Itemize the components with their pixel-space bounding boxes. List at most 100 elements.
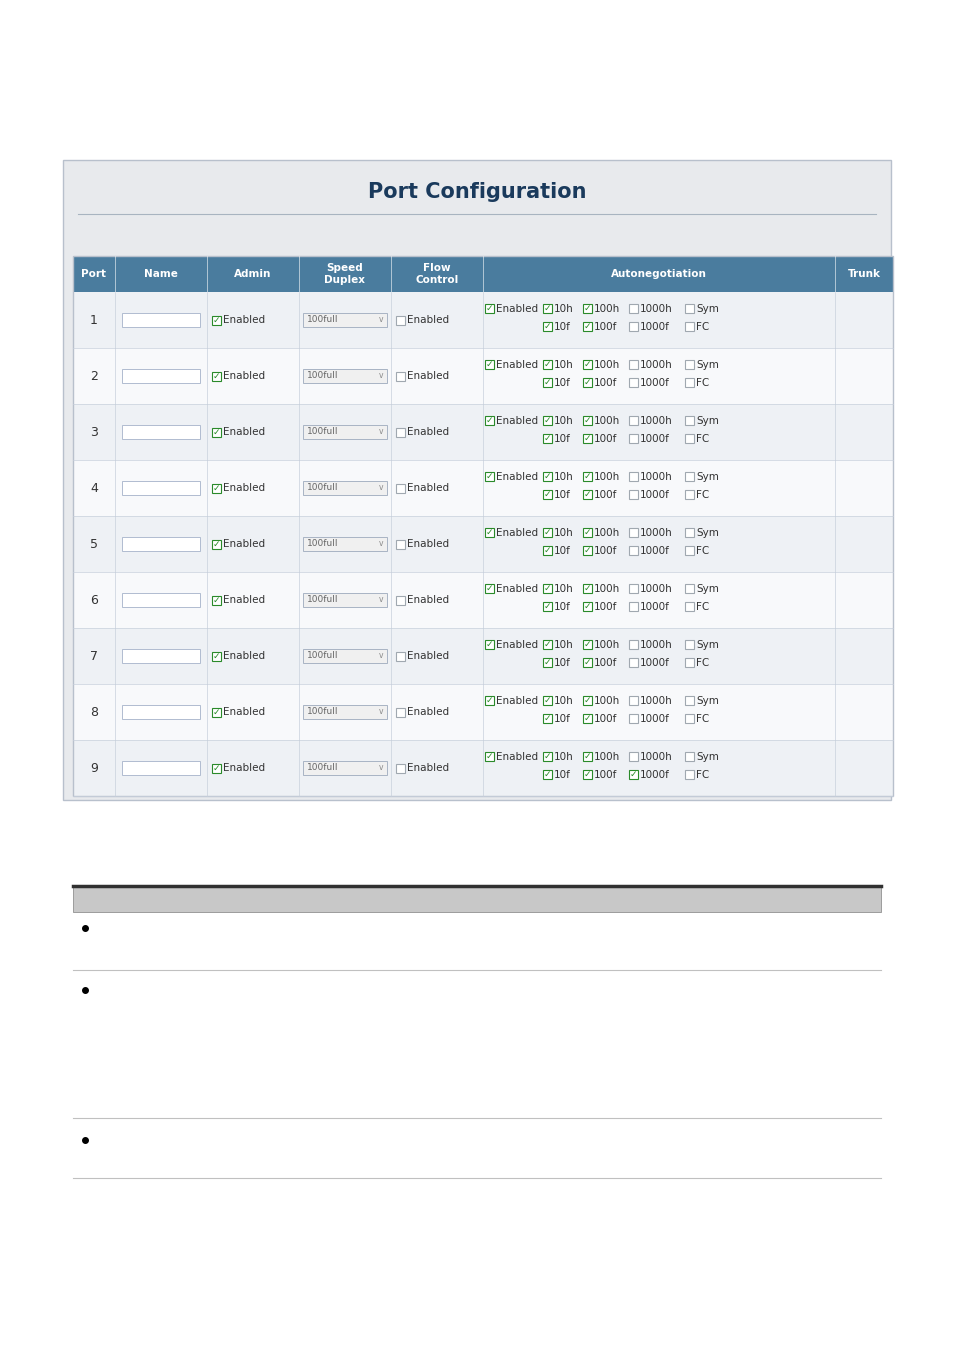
Text: Enabled: Enabled xyxy=(407,315,449,325)
Bar xyxy=(582,752,592,761)
Text: 100f: 100f xyxy=(594,545,617,556)
Text: 100h: 100h xyxy=(594,583,619,594)
Text: ✓: ✓ xyxy=(583,416,591,425)
Text: 10f: 10f xyxy=(554,714,570,724)
Text: ✓: ✓ xyxy=(543,771,551,779)
Text: Sym: Sym xyxy=(696,695,719,706)
Text: ✓: ✓ xyxy=(583,528,591,537)
Text: FC: FC xyxy=(696,545,708,556)
Text: ✓: ✓ xyxy=(543,528,551,537)
Text: 6: 6 xyxy=(90,594,98,606)
Text: Sym: Sym xyxy=(696,528,719,537)
Text: ✓: ✓ xyxy=(583,697,591,705)
Bar xyxy=(122,481,200,495)
Bar xyxy=(542,697,552,705)
Text: Sym: Sym xyxy=(696,583,719,594)
Text: Enabled: Enabled xyxy=(407,539,449,549)
Text: 1000h: 1000h xyxy=(639,752,672,761)
Bar xyxy=(582,547,592,555)
Text: 1000h: 1000h xyxy=(639,304,672,313)
Text: Sym: Sym xyxy=(696,640,719,649)
Bar xyxy=(542,304,552,313)
Bar xyxy=(542,528,552,537)
Text: 100h: 100h xyxy=(594,695,619,706)
Bar xyxy=(684,360,693,370)
Text: ✓: ✓ xyxy=(543,323,551,331)
Text: ✓: ✓ xyxy=(543,547,551,555)
Text: Enabled: Enabled xyxy=(223,427,265,437)
Text: FC: FC xyxy=(696,769,708,780)
Text: Enabled: Enabled xyxy=(496,416,537,425)
Text: 10h: 10h xyxy=(554,583,573,594)
Text: ✓: ✓ xyxy=(583,378,591,387)
Text: 10h: 10h xyxy=(554,695,573,706)
Text: ✓: ✓ xyxy=(543,640,551,649)
Text: ✓: ✓ xyxy=(543,659,551,667)
Bar xyxy=(303,649,387,663)
Text: ✓: ✓ xyxy=(485,416,493,425)
Text: 7: 7 xyxy=(90,649,98,663)
Bar xyxy=(628,602,638,612)
Bar xyxy=(73,572,892,628)
Bar xyxy=(542,472,552,482)
Text: ✓: ✓ xyxy=(485,528,493,537)
Bar xyxy=(628,528,638,537)
Text: ✓: ✓ xyxy=(213,540,220,548)
Bar xyxy=(628,435,638,443)
Bar xyxy=(582,697,592,705)
Bar xyxy=(484,416,494,425)
Text: Autonegotiation: Autonegotiation xyxy=(611,269,706,279)
Bar xyxy=(73,404,892,460)
Bar xyxy=(395,595,405,605)
Bar xyxy=(395,764,405,772)
Text: Enabled: Enabled xyxy=(407,651,449,661)
Bar xyxy=(542,714,552,724)
Bar xyxy=(542,323,552,331)
Text: FC: FC xyxy=(696,714,708,724)
Bar xyxy=(303,593,387,608)
Bar xyxy=(73,348,892,404)
Text: 100h: 100h xyxy=(594,640,619,649)
Text: ✓: ✓ xyxy=(213,595,220,605)
Bar xyxy=(303,537,387,551)
Text: v: v xyxy=(378,652,383,660)
Bar xyxy=(122,369,200,383)
Bar xyxy=(395,652,405,660)
Text: ✓: ✓ xyxy=(543,378,551,387)
Bar xyxy=(542,752,552,761)
Bar xyxy=(582,659,592,667)
Text: ✓: ✓ xyxy=(485,640,493,649)
Text: 5: 5 xyxy=(90,537,98,551)
Bar xyxy=(212,707,221,717)
Text: FC: FC xyxy=(696,433,708,444)
Text: Enabled: Enabled xyxy=(223,707,265,717)
Bar xyxy=(542,435,552,443)
Bar xyxy=(303,425,387,439)
Bar xyxy=(628,490,638,500)
Text: v: v xyxy=(378,764,383,772)
Bar xyxy=(628,697,638,705)
Text: ✓: ✓ xyxy=(543,752,551,761)
Bar xyxy=(582,416,592,425)
Text: 1: 1 xyxy=(90,313,98,327)
Bar xyxy=(542,416,552,425)
Bar xyxy=(628,659,638,667)
Bar xyxy=(628,304,638,313)
Text: 1000h: 1000h xyxy=(639,695,672,706)
Text: Enabled: Enabled xyxy=(223,651,265,661)
Text: v: v xyxy=(378,707,383,717)
Bar xyxy=(684,323,693,331)
Text: Enabled: Enabled xyxy=(223,315,265,325)
Bar xyxy=(73,516,892,572)
Bar xyxy=(582,490,592,500)
Bar xyxy=(542,360,552,370)
Bar xyxy=(684,640,693,649)
Text: 100full: 100full xyxy=(307,540,338,548)
Text: Enabled: Enabled xyxy=(407,707,449,717)
Bar xyxy=(582,602,592,612)
Text: Enabled: Enabled xyxy=(496,695,537,706)
Text: ✓: ✓ xyxy=(583,659,591,667)
Bar xyxy=(628,752,638,761)
Text: Trunk: Trunk xyxy=(846,269,880,279)
Text: 10f: 10f xyxy=(554,433,570,444)
